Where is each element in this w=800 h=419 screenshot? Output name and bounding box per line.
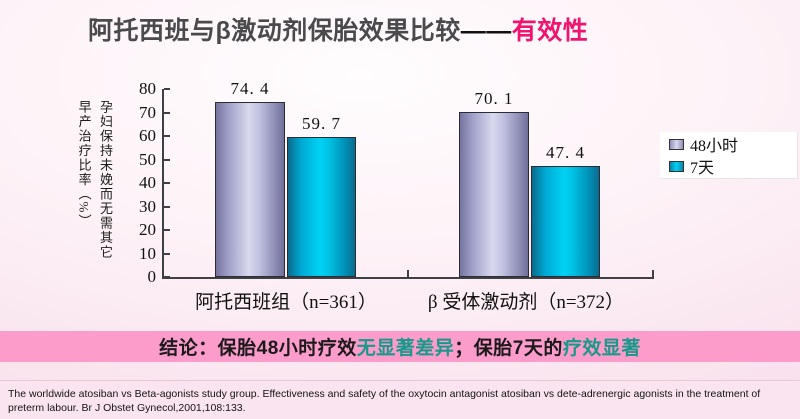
y-axis-title: 孕妇保持未娩而无需其它早产治疗比率（%）: [76, 100, 113, 260]
bar-48h-atosiban: [215, 102, 285, 277]
bar-column: 47. 4: [531, 143, 600, 277]
citation-text: The worldwide atosiban vs Beta-agonists …: [8, 388, 761, 415]
conclusion-band: 结论：保胎48小时疗效 无显著差异 ；保胎7天的 疗效显著: [0, 331, 800, 362]
y-tick-label: 70: [139, 102, 156, 122]
legend-swatch-icon: [669, 138, 684, 150]
bar-column: 74. 4: [215, 79, 285, 277]
y-tick-mark: [164, 229, 170, 231]
y-tick-mark: [164, 252, 170, 255]
x-category-label-atosiban: 阿托西班组（n=361）: [195, 292, 377, 313]
legend-item: 48小时: [660, 133, 797, 155]
y-tick-mark: [164, 111, 170, 114]
bar-value-label: 59. 7: [302, 113, 341, 133]
legend-label: 48小时: [690, 138, 739, 155]
y-tick-mark: [164, 205, 170, 208]
page-title: 阿托西班与β激动剂保胎效果比较——有效性: [88, 11, 588, 47]
text-segment: ；保胎7天的: [454, 338, 563, 359]
legend: 48小时 7天: [660, 132, 797, 178]
bar-group-atosiban: 74. 4 59. 7: [215, 79, 356, 277]
y-tick-label: 20: [139, 220, 156, 239]
text-segment: 结论：保胎48小时疗效: [159, 338, 357, 359]
x-axis-line: [162, 277, 654, 279]
y-tick-mark: [164, 135, 170, 137]
legend-swatch-icon: [669, 160, 684, 172]
y-tick-label: 80: [139, 79, 156, 98]
bar-7d-atosiban: [287, 136, 356, 277]
x-category-label-beta-agonist: β 受体激动剂（n=372）: [427, 292, 625, 313]
text-segment: 有效性: [511, 17, 589, 45]
x-axis-tick: [407, 270, 409, 278]
y-tick-label: 30: [139, 196, 156, 216]
text-segment: 无显著差异: [356, 338, 455, 359]
bar-group-beta-agonist: 70. 1 47. 4: [459, 89, 600, 277]
footer: The worldwide atosiban vs Beta-agonists …: [0, 380, 800, 419]
y-tick-label: 0: [147, 267, 157, 286]
bar-column: 70. 1: [459, 89, 529, 277]
y-tick-label: 60: [139, 126, 156, 145]
y-tick-label: 40: [139, 173, 156, 192]
bar-value-label: 47. 4: [546, 142, 585, 162]
y-tick-mark: [164, 182, 170, 184]
text-segment: ——: [460, 17, 512, 45]
bar-column: 59. 7: [287, 114, 356, 277]
bar-value-label: 70. 1: [474, 89, 514, 109]
bar-value-label: 74. 4: [230, 79, 270, 99]
text-segment: 阿托西班与β激动剂保胎效果比较: [88, 17, 461, 45]
y-tick-mark: [164, 88, 170, 90]
y-axis-line: [162, 89, 164, 279]
bar-7d-beta-agonist: [531, 165, 600, 277]
bar-48h-beta-agonist: [459, 112, 529, 277]
legend-label: 7天: [690, 160, 715, 177]
y-tick-label: 50: [139, 149, 156, 169]
x-axis-tick: [652, 270, 654, 278]
y-tick-mark: [164, 158, 170, 161]
legend-item: 7天: [660, 155, 797, 177]
text-segment: 疗效显著: [562, 338, 641, 359]
y-tick-label: 10: [139, 243, 156, 263]
